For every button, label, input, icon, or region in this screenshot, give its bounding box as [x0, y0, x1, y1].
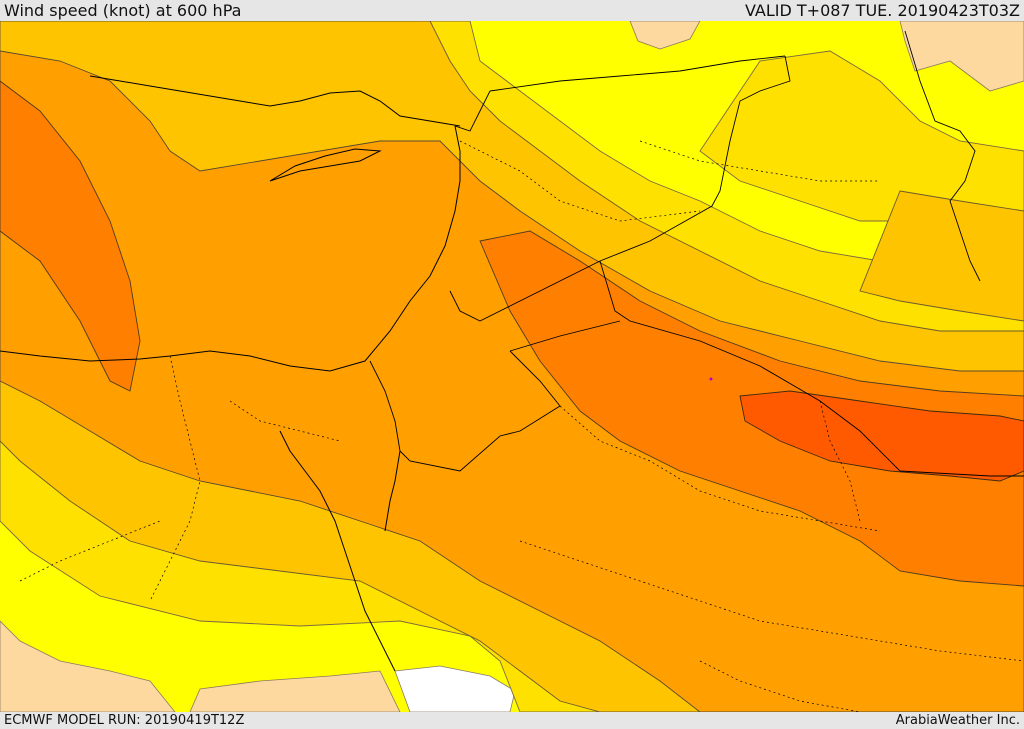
- model-run-label: ECMWF MODEL RUN: 20190419T12Z: [4, 713, 245, 728]
- credit-label: ArabiaWeather Inc.: [895, 713, 1020, 728]
- valid-time: VALID T+087 TUE. 20190423T03Z: [744, 1, 1020, 20]
- band-amber-east: [859, 190, 1024, 322]
- band-pale-south: [189, 670, 401, 712]
- band-orange-light: [0, 50, 1024, 712]
- province-borders: [19, 140, 1024, 712]
- header-bar: Wind speed (knot) at 600 hPa VALID T+087…: [0, 0, 1024, 21]
- country-borders: [369, 30, 1024, 477]
- wind-speed-map: [0, 21, 1024, 712]
- band-pale-north: [629, 21, 701, 50]
- band-pale-southwest: [0, 620, 176, 712]
- footer-bar: ECMWF MODEL RUN: 20190419T12Z ArabiaWeat…: [0, 712, 1024, 729]
- map-title: Wind speed (knot) at 600 hPa: [4, 1, 242, 20]
- band-orange: [0, 80, 141, 392]
- coastlines: [0, 75, 461, 672]
- band-pale-northeast: [899, 21, 1024, 92]
- station-marker: [709, 377, 713, 381]
